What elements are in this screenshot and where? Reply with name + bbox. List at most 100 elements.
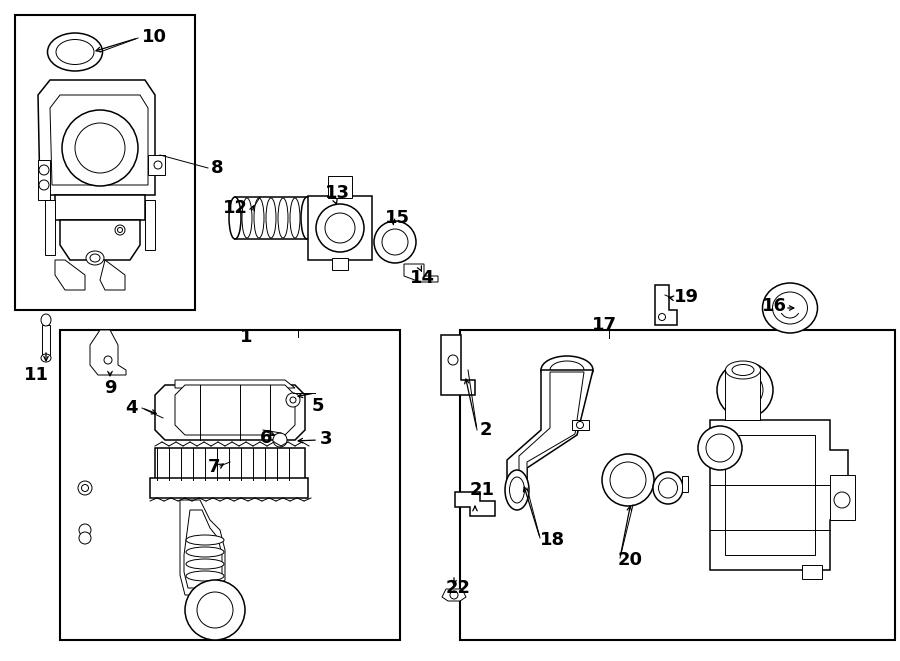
Text: 20: 20 [618, 551, 643, 569]
Polygon shape [655, 285, 677, 325]
Polygon shape [55, 195, 145, 220]
Text: 4: 4 [125, 399, 138, 417]
Polygon shape [180, 500, 225, 595]
Polygon shape [38, 160, 50, 200]
Circle shape [706, 434, 734, 462]
Ellipse shape [541, 356, 593, 384]
Ellipse shape [325, 213, 355, 243]
Ellipse shape [229, 197, 241, 239]
Text: 13: 13 [325, 184, 350, 202]
Circle shape [62, 110, 138, 186]
Bar [328, 176, 352, 198]
Ellipse shape [48, 33, 103, 71]
Circle shape [39, 180, 49, 190]
Bar [150, 478, 308, 498]
Polygon shape [441, 335, 475, 395]
Polygon shape [725, 370, 760, 420]
Circle shape [717, 362, 773, 418]
Text: 11: 11 [23, 366, 49, 384]
Ellipse shape [278, 198, 288, 238]
Ellipse shape [254, 198, 264, 238]
Text: 16: 16 [762, 297, 787, 315]
Circle shape [115, 225, 125, 235]
Circle shape [79, 524, 91, 536]
Polygon shape [442, 589, 466, 601]
Polygon shape [100, 260, 125, 290]
Ellipse shape [374, 221, 416, 263]
Ellipse shape [732, 364, 754, 375]
Circle shape [82, 485, 88, 492]
Ellipse shape [56, 40, 94, 65]
Text: 2: 2 [480, 421, 492, 439]
Ellipse shape [186, 559, 224, 569]
Text: 1: 1 [240, 328, 253, 346]
Ellipse shape [186, 571, 224, 581]
Polygon shape [404, 264, 438, 282]
Text: 7: 7 [208, 458, 220, 476]
Ellipse shape [602, 454, 654, 506]
Text: 21: 21 [470, 481, 495, 499]
Text: 6: 6 [260, 429, 273, 447]
Polygon shape [725, 435, 815, 555]
Circle shape [78, 481, 92, 495]
Ellipse shape [290, 198, 300, 238]
Ellipse shape [725, 361, 760, 379]
Ellipse shape [266, 198, 276, 238]
Ellipse shape [550, 361, 584, 379]
Ellipse shape [653, 472, 683, 504]
Polygon shape [42, 325, 50, 355]
Polygon shape [155, 385, 305, 440]
Circle shape [104, 356, 112, 364]
Ellipse shape [505, 470, 529, 510]
Ellipse shape [186, 535, 224, 545]
Ellipse shape [86, 251, 104, 265]
Ellipse shape [382, 229, 408, 255]
Circle shape [79, 532, 91, 544]
Bar [332, 258, 348, 270]
Circle shape [154, 161, 162, 169]
Circle shape [75, 123, 125, 173]
Text: 19: 19 [674, 288, 699, 306]
Ellipse shape [762, 283, 817, 333]
Circle shape [286, 393, 300, 407]
Bar [308, 196, 372, 260]
Text: 5: 5 [312, 397, 325, 415]
Polygon shape [507, 370, 593, 495]
Ellipse shape [509, 477, 525, 503]
Polygon shape [38, 80, 155, 195]
Text: 3: 3 [320, 430, 332, 448]
Circle shape [273, 433, 287, 447]
Text: 8: 8 [211, 159, 223, 177]
Polygon shape [184, 510, 222, 588]
Text: 17: 17 [591, 316, 617, 334]
Bar [830, 475, 855, 520]
Ellipse shape [242, 198, 252, 238]
Ellipse shape [186, 547, 224, 557]
Ellipse shape [90, 254, 100, 262]
Polygon shape [175, 385, 295, 435]
Polygon shape [45, 200, 55, 255]
Polygon shape [682, 476, 688, 492]
Ellipse shape [301, 197, 313, 239]
Bar [15, 15, 195, 310]
Bar [155, 448, 305, 480]
Ellipse shape [41, 314, 51, 326]
Circle shape [450, 591, 458, 599]
Polygon shape [710, 420, 848, 570]
Ellipse shape [41, 354, 51, 362]
Polygon shape [55, 260, 85, 290]
Circle shape [197, 592, 233, 628]
Circle shape [727, 372, 763, 408]
Text: 10: 10 [142, 28, 167, 46]
Ellipse shape [610, 462, 646, 498]
Text: 22: 22 [446, 579, 471, 597]
Polygon shape [519, 372, 584, 488]
Polygon shape [90, 330, 126, 375]
Ellipse shape [316, 204, 364, 252]
Text: 18: 18 [540, 531, 565, 549]
Circle shape [577, 422, 583, 428]
Polygon shape [148, 155, 165, 175]
Polygon shape [175, 380, 295, 388]
Circle shape [698, 426, 742, 470]
Text: 15: 15 [385, 209, 410, 227]
